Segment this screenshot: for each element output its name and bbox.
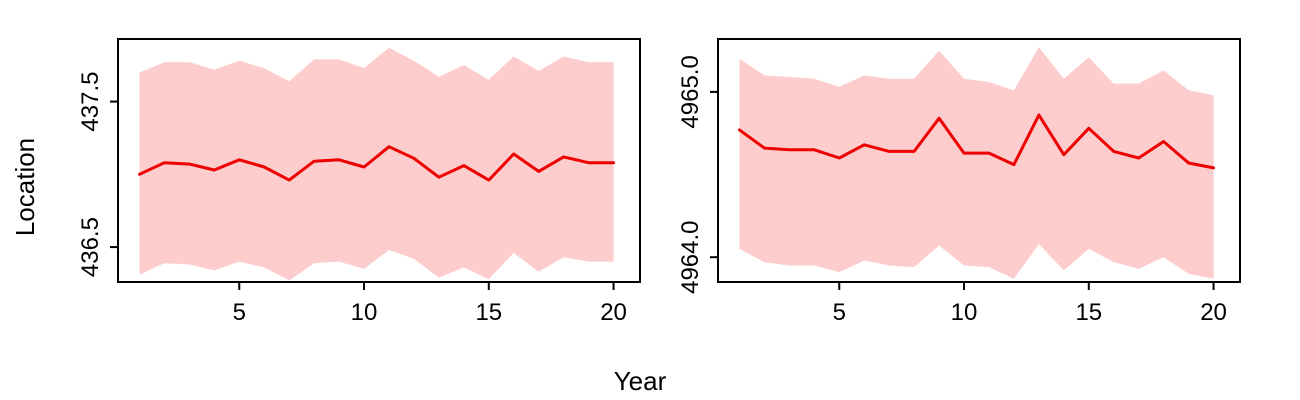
data-point-2-11	[987, 151, 991, 155]
data-point-1-14	[462, 164, 466, 168]
x-tick-label-2-20: 20	[1200, 299, 1227, 326]
data-point-1-20	[612, 161, 616, 165]
data-point-2-17	[1137, 156, 1141, 160]
x-tick-label-1-20: 20	[600, 299, 627, 326]
panel-2: 5 10 15 20 4964.0 4965.0	[677, 38, 1241, 326]
data-point-1-10	[362, 165, 366, 169]
plot-frame-2	[717, 38, 1241, 283]
estimate-line-2	[738, 113, 1216, 170]
data-point-2-6	[862, 143, 866, 147]
data-point-1-13	[437, 175, 441, 179]
x-tick-label-1-15: 15	[475, 299, 502, 326]
plot-frame-1	[117, 38, 641, 283]
data-point-1-9	[337, 158, 341, 162]
y-tick-label-2-4965: 4965.0	[677, 55, 704, 128]
data-point-1-15	[487, 178, 491, 182]
data-point-1-5	[237, 158, 241, 162]
confidence-band-1	[139, 47, 614, 281]
data-point-2-12	[1012, 163, 1016, 167]
data-point-2-15	[1087, 126, 1091, 130]
confidence-band-2	[739, 47, 1214, 279]
data-point-1-2	[162, 161, 166, 165]
data-point-2-16	[1112, 149, 1116, 153]
data-point-1-1	[137, 172, 141, 176]
x-tick-label-2-10: 10	[951, 299, 978, 326]
data-point-2-5	[837, 156, 841, 160]
y-axis-label: Location	[10, 138, 40, 236]
estimate-line-1	[138, 145, 616, 182]
data-point-1-16	[512, 152, 516, 156]
y-tick-label-2-4964: 4964.0	[677, 221, 704, 294]
data-point-1-11	[387, 145, 391, 149]
data-point-1-7	[287, 178, 291, 182]
y-tick-label-1-437.5: 437.5	[77, 72, 104, 132]
x-axis-label: Year	[614, 366, 667, 396]
data-point-1-17	[537, 169, 541, 173]
x-tick-label-2-15: 15	[1075, 299, 1102, 326]
data-point-2-2	[762, 146, 766, 150]
data-point-2-7	[887, 149, 891, 153]
data-point-2-9	[937, 116, 941, 120]
data-point-2-13	[1037, 113, 1041, 117]
data-point-1-6	[262, 165, 266, 169]
x-tick-label-1-5: 5	[233, 299, 246, 326]
data-point-1-19	[587, 161, 591, 165]
data-point-2-18	[1162, 139, 1166, 143]
data-point-1-4	[212, 168, 216, 172]
data-point-2-4	[812, 148, 816, 152]
x-tick-label-1-10: 10	[351, 299, 378, 326]
data-point-2-3	[787, 148, 791, 152]
data-point-1-18	[562, 155, 566, 159]
panels: 5 10 15 20 436.5 437.5 5 10 15 20 4964.0 4965.0	[77, 38, 1241, 326]
data-point-2-8	[912, 149, 916, 153]
data-point-2-20	[1212, 166, 1216, 170]
y-tick-label-1-436.5: 436.5	[77, 217, 104, 277]
data-point-1-3	[187, 162, 191, 166]
x-tick-label-2-5: 5	[833, 299, 846, 326]
data-point-1-12	[412, 156, 416, 160]
data-point-2-19	[1187, 161, 1191, 165]
data-point-2-10	[962, 151, 966, 155]
data-point-2-14	[1062, 153, 1066, 157]
panel-1: 5 10 15 20 436.5 437.5	[77, 38, 641, 326]
data-point-2-1	[737, 128, 741, 132]
data-point-1-8	[312, 159, 316, 163]
